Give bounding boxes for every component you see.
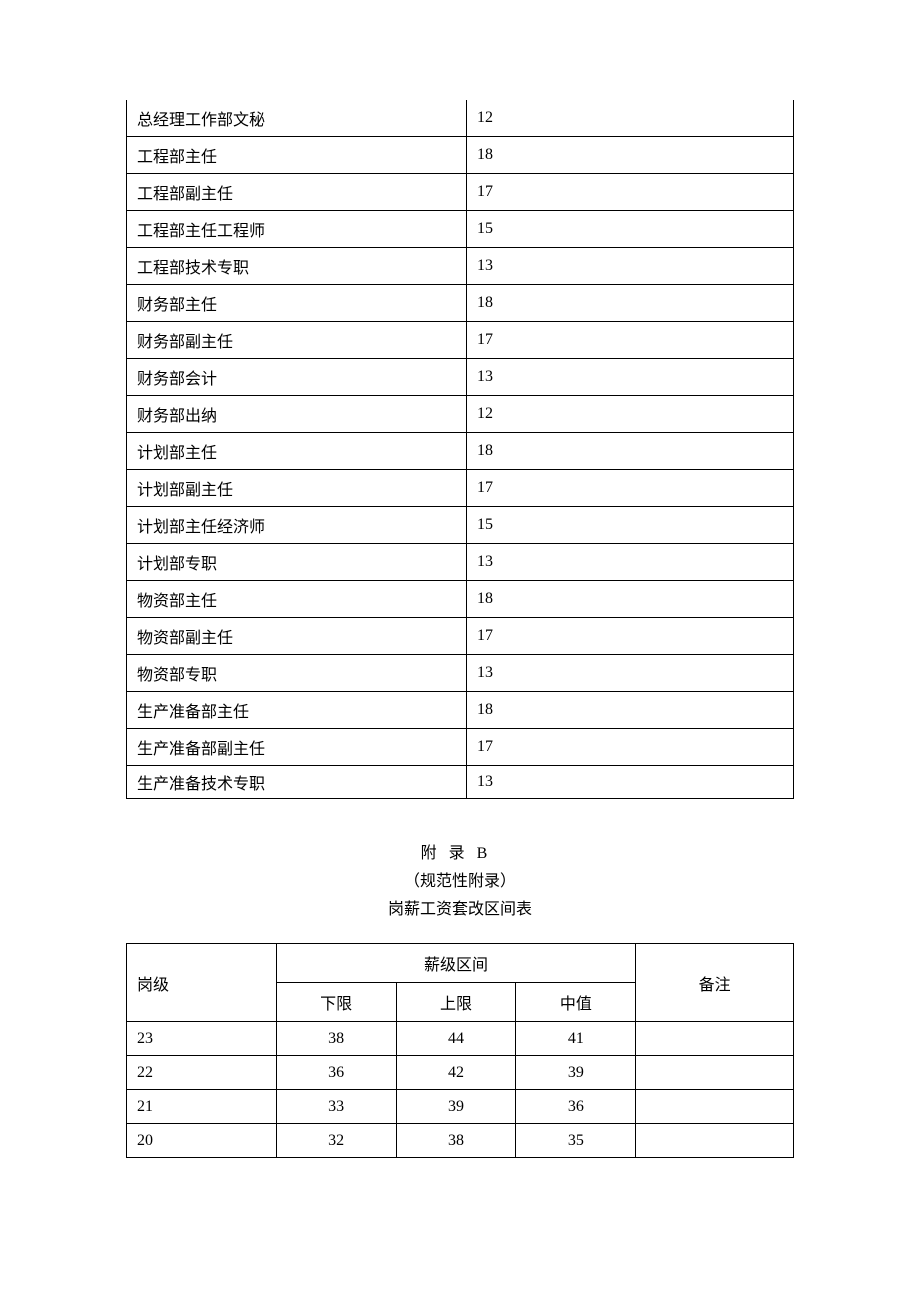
position-cell: 生产准备部主任 <box>127 692 467 729</box>
table-row: 20323835 <box>127 1124 794 1158</box>
mid-cell: 36 <box>516 1090 636 1124</box>
table-row: 总经理工作部文秘12 <box>127 100 794 137</box>
value-cell: 13 <box>467 248 794 285</box>
lower-cell: 32 <box>276 1124 396 1158</box>
value-cell: 17 <box>467 470 794 507</box>
mid-cell: 35 <box>516 1124 636 1158</box>
upper-cell: 42 <box>396 1056 516 1090</box>
grade-cell: 22 <box>127 1056 277 1090</box>
remark-cell <box>636 1022 794 1056</box>
position-cell: 总经理工作部文秘 <box>127 100 467 137</box>
position-cell: 财务部出纳 <box>127 396 467 433</box>
value-cell: 17 <box>467 322 794 359</box>
appendix-table-title: 岗薪工资套改区间表 <box>126 895 794 919</box>
position-cell: 工程部主任 <box>127 137 467 174</box>
table-row: 工程部主任工程师15 <box>127 211 794 248</box>
value-cell: 18 <box>467 137 794 174</box>
upper-cell: 44 <box>396 1022 516 1056</box>
table-row: 计划部副主任17 <box>127 470 794 507</box>
position-cell: 计划部主任 <box>127 433 467 470</box>
mid-cell: 39 <box>516 1056 636 1090</box>
position-cell: 生产准备技术专职 <box>127 766 467 799</box>
value-cell: 18 <box>467 581 794 618</box>
upper-cell: 39 <box>396 1090 516 1124</box>
header-remark: 备注 <box>636 944 794 1022</box>
table-row: 物资部副主任17 <box>127 618 794 655</box>
table-row: 工程部副主任17 <box>127 174 794 211</box>
header-mid: 中值 <box>516 983 636 1022</box>
position-cell: 物资部主任 <box>127 581 467 618</box>
position-cell: 计划部副主任 <box>127 470 467 507</box>
position-cell: 计划部专职 <box>127 544 467 581</box>
position-cell: 物资部副主任 <box>127 618 467 655</box>
position-cell: 财务部会计 <box>127 359 467 396</box>
appendix-title: 附录B <box>126 839 794 863</box>
value-cell: 15 <box>467 507 794 544</box>
position-cell: 工程部技术专职 <box>127 248 467 285</box>
table-row: 22364239 <box>127 1056 794 1090</box>
table-row: 21333936 <box>127 1090 794 1124</box>
value-cell: 13 <box>467 544 794 581</box>
salary-range-table: 岗级 薪级区间 备注 下限 上限 中值 23384441223642392133… <box>126 943 794 1158</box>
position-grade-table: 总经理工作部文秘12工程部主任18工程部副主任17工程部主任工程师15工程部技术… <box>126 100 794 799</box>
table-row: 财务部副主任17 <box>127 322 794 359</box>
lower-cell: 36 <box>276 1056 396 1090</box>
position-cell: 生产准备部副主任 <box>127 729 467 766</box>
upper-cell: 38 <box>396 1124 516 1158</box>
table-row: 生产准备部副主任17 <box>127 729 794 766</box>
mid-cell: 41 <box>516 1022 636 1056</box>
value-cell: 18 <box>467 285 794 322</box>
position-cell: 财务部主任 <box>127 285 467 322</box>
remark-cell <box>636 1090 794 1124</box>
header-range: 薪级区间 <box>276 944 635 983</box>
value-cell: 17 <box>467 618 794 655</box>
table-row: 财务部出纳12 <box>127 396 794 433</box>
grade-cell: 20 <box>127 1124 277 1158</box>
appendix-subtitle: （规范性附录） <box>126 867 794 891</box>
table-row: 物资部主任18 <box>127 581 794 618</box>
header-upper: 上限 <box>396 983 516 1022</box>
table-row: 计划部主任18 <box>127 433 794 470</box>
table-row: 计划部专职13 <box>127 544 794 581</box>
table-row: 工程部技术专职13 <box>127 248 794 285</box>
position-cell: 计划部主任经济师 <box>127 507 467 544</box>
value-cell: 17 <box>467 174 794 211</box>
value-cell: 18 <box>467 433 794 470</box>
table-row: 工程部主任18 <box>127 137 794 174</box>
position-cell: 工程部主任工程师 <box>127 211 467 248</box>
remark-cell <box>636 1056 794 1090</box>
lower-cell: 33 <box>276 1090 396 1124</box>
header-grade: 岗级 <box>127 944 277 1022</box>
value-cell: 13 <box>467 359 794 396</box>
value-cell: 12 <box>467 396 794 433</box>
table-row: 财务部会计13 <box>127 359 794 396</box>
table-row: 生产准备技术专职13 <box>127 766 794 799</box>
value-cell: 13 <box>467 766 794 799</box>
position-cell: 工程部副主任 <box>127 174 467 211</box>
value-cell: 15 <box>467 211 794 248</box>
value-cell: 12 <box>467 100 794 137</box>
grade-cell: 23 <box>127 1022 277 1056</box>
remark-cell <box>636 1124 794 1158</box>
value-cell: 17 <box>467 729 794 766</box>
appendix-header: 附录B （规范性附录） 岗薪工资套改区间表 <box>126 839 794 919</box>
header-lower: 下限 <box>276 983 396 1022</box>
position-cell: 财务部副主任 <box>127 322 467 359</box>
value-cell: 13 <box>467 655 794 692</box>
table-row: 计划部主任经济师15 <box>127 507 794 544</box>
table-row: 财务部主任18 <box>127 285 794 322</box>
lower-cell: 38 <box>276 1022 396 1056</box>
table-row: 23384441 <box>127 1022 794 1056</box>
position-cell: 物资部专职 <box>127 655 467 692</box>
grade-cell: 21 <box>127 1090 277 1124</box>
value-cell: 18 <box>467 692 794 729</box>
table-row: 生产准备部主任18 <box>127 692 794 729</box>
table-row: 物资部专职13 <box>127 655 794 692</box>
